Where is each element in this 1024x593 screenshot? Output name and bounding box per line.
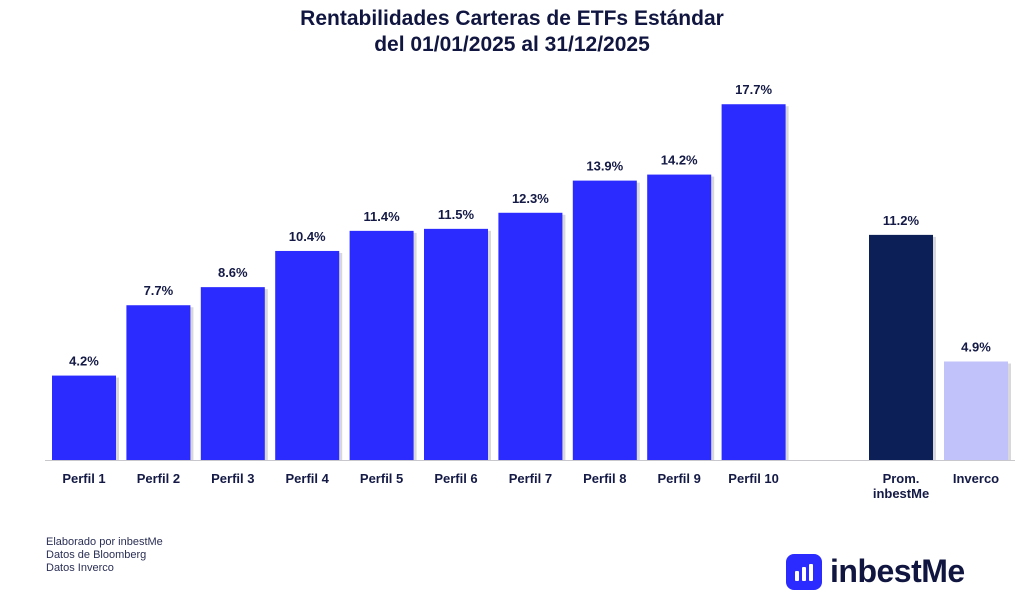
inbestme-logo: inbestMe <box>786 553 965 590</box>
category-label: Perfil 8 <box>583 471 626 486</box>
category-label: Perfil 7 <box>509 471 552 486</box>
category-label: Perfil 2 <box>137 471 180 486</box>
data-label: 13.9% <box>586 159 623 174</box>
bar <box>647 174 712 460</box>
data-label: 14.2% <box>661 153 698 168</box>
bar-chart-logo-icon <box>786 553 822 590</box>
bar <box>721 104 786 460</box>
title-line-2: del 01/01/2025 al 31/12/2025 <box>374 33 650 56</box>
bar <box>424 228 488 460</box>
category-label: Perfil 5 <box>360 471 403 486</box>
bar <box>944 361 1008 460</box>
chart-title: Rentabilidades Carteras de ETFs Estándar… <box>0 6 1024 58</box>
bar <box>349 230 414 460</box>
category-label: Perfil 10 <box>728 471 779 486</box>
bar <box>52 375 116 460</box>
footnote: Datos de Bloomberg <box>46 549 147 561</box>
data-label: 4.2% <box>69 354 99 369</box>
bar <box>200 287 265 460</box>
data-label: 4.9% <box>961 340 991 355</box>
category-label: Perfil 9 <box>658 471 701 486</box>
category-label: Perfil 1 <box>62 471 105 486</box>
data-label: 17.7% <box>735 82 772 97</box>
data-label: 12.3% <box>512 191 549 206</box>
bar <box>572 180 637 461</box>
data-label: 11.5% <box>438 207 475 222</box>
data-label: 11.2% <box>883 213 920 228</box>
bar <box>498 212 563 460</box>
bar <box>126 305 191 460</box>
category-label: Perfil 3 <box>211 471 254 486</box>
footnote: Elaborado por inbestMe <box>46 536 163 548</box>
data-label: 7.7% <box>144 283 174 298</box>
footnote: Datos Inverco <box>46 562 114 574</box>
bar <box>275 250 340 460</box>
title-line-1: Rentabilidades Carteras de ETFs Estándar <box>300 7 724 30</box>
logo-text: inbestMe <box>830 553 965 589</box>
category-label: Perfil 4 <box>286 471 330 486</box>
category-label: inbestMe <box>873 486 929 501</box>
data-label: 10.4% <box>289 229 326 244</box>
category-label: Inverco <box>953 471 999 486</box>
category-label: Perfil 6 <box>434 471 477 486</box>
data-label: 8.6% <box>218 265 248 280</box>
footnotes: Elaborado por inbestMe Datos de Bloomber… <box>46 536 163 575</box>
bar <box>869 234 933 460</box>
category-label: Prom. <box>883 471 920 486</box>
data-label: 11.4% <box>364 209 401 224</box>
